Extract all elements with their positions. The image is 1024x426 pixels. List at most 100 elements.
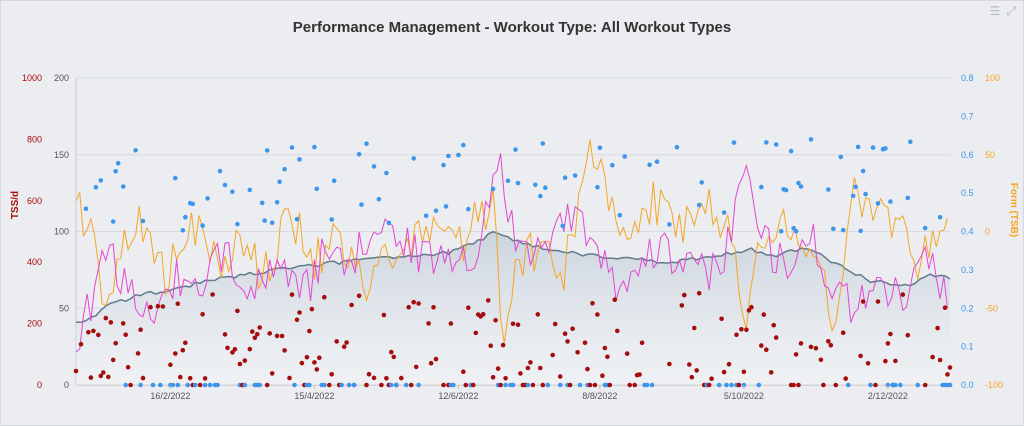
tss-point bbox=[317, 355, 322, 361]
tss-point bbox=[605, 354, 610, 360]
tss-point bbox=[493, 318, 498, 323]
tss-point bbox=[550, 352, 555, 358]
tss-point bbox=[706, 382, 712, 388]
if-point bbox=[798, 184, 804, 189]
if-point bbox=[937, 215, 943, 220]
if-point bbox=[667, 222, 672, 227]
tss-point bbox=[242, 358, 248, 363]
x-tick-label: 2/12/2022 bbox=[868, 391, 908, 401]
x-tick-label: 16/2/2022 bbox=[150, 391, 190, 401]
if-point bbox=[513, 147, 518, 152]
tss-point bbox=[264, 382, 270, 388]
tss-point bbox=[575, 350, 580, 355]
tss-point bbox=[873, 382, 878, 388]
tss-point bbox=[289, 292, 295, 297]
tss-point bbox=[759, 343, 764, 348]
if-point bbox=[729, 382, 734, 388]
tss-point bbox=[528, 360, 533, 365]
if-point bbox=[158, 382, 163, 388]
if-point bbox=[808, 137, 814, 142]
tss-point bbox=[595, 312, 600, 317]
tss-point bbox=[485, 298, 491, 303]
tss-point bbox=[840, 330, 846, 336]
tss-point bbox=[500, 342, 506, 348]
if-point bbox=[411, 156, 417, 161]
if-point bbox=[150, 382, 156, 388]
if-tick-label: 0.2 bbox=[961, 303, 974, 313]
if-point bbox=[731, 140, 737, 145]
tss-point bbox=[562, 331, 568, 337]
tss-point bbox=[768, 370, 774, 375]
if-tick-label: 0.5 bbox=[961, 188, 974, 198]
tss-point bbox=[798, 341, 804, 346]
tss-point bbox=[175, 301, 181, 307]
tss-point bbox=[322, 294, 327, 300]
if-point bbox=[259, 200, 265, 206]
tss-point bbox=[314, 367, 320, 372]
if-point bbox=[696, 202, 702, 208]
tss-point bbox=[408, 382, 414, 388]
if-point bbox=[289, 145, 295, 150]
tss-point bbox=[356, 293, 362, 299]
if-point bbox=[386, 220, 392, 226]
x-tick-label: 15/4/2022 bbox=[294, 391, 334, 401]
if-point bbox=[533, 182, 538, 188]
tss-point bbox=[865, 361, 871, 366]
tss-point bbox=[679, 303, 685, 308]
tss-point bbox=[237, 361, 243, 367]
tss-point bbox=[607, 382, 613, 388]
tss-point bbox=[411, 299, 417, 305]
tss-point bbox=[741, 369, 747, 375]
if-point bbox=[183, 214, 188, 220]
if-point bbox=[202, 382, 208, 388]
tss-point bbox=[413, 364, 419, 370]
tss-point bbox=[726, 361, 732, 367]
if-point bbox=[441, 162, 446, 168]
tss-point bbox=[565, 339, 570, 344]
if-point bbox=[339, 382, 345, 388]
if-point bbox=[297, 157, 302, 162]
if-point bbox=[282, 167, 287, 172]
if-point bbox=[207, 382, 213, 388]
if-point bbox=[826, 187, 831, 192]
tss-point bbox=[587, 382, 593, 388]
if-point bbox=[595, 184, 600, 190]
if-point bbox=[257, 382, 263, 388]
tss-point bbox=[135, 351, 141, 356]
tss-point bbox=[557, 374, 563, 379]
if-point bbox=[557, 382, 563, 388]
if-point bbox=[351, 382, 357, 388]
if-point bbox=[322, 382, 327, 388]
scatter-series bbox=[73, 137, 953, 388]
tss-point bbox=[875, 299, 881, 304]
tss-point bbox=[885, 341, 891, 346]
ctl-area-fill bbox=[76, 231, 950, 385]
tss-point bbox=[279, 333, 285, 339]
tss-point bbox=[888, 331, 893, 337]
if-point bbox=[175, 382, 181, 388]
x-tick-label: 5/10/2022 bbox=[724, 391, 764, 401]
expand-arrows-icon[interactable]: ⤢ bbox=[1006, 4, 1016, 18]
tss-point bbox=[761, 312, 767, 317]
tss-point bbox=[73, 368, 79, 374]
tss-point bbox=[510, 321, 516, 327]
if-point bbox=[647, 162, 652, 168]
if-point bbox=[868, 382, 873, 388]
tss-point bbox=[900, 292, 906, 297]
if-point bbox=[190, 201, 195, 207]
if-point bbox=[860, 168, 866, 174]
tss-point bbox=[448, 321, 454, 326]
tss-point bbox=[349, 302, 354, 308]
tss-point bbox=[108, 320, 114, 325]
tss-point bbox=[567, 382, 573, 388]
tsb-tick-label: -100 bbox=[985, 380, 1003, 390]
tss-point bbox=[585, 366, 590, 372]
if-point bbox=[329, 217, 335, 222]
if-point bbox=[274, 200, 280, 205]
tss-point bbox=[689, 374, 695, 380]
hamburger-menu-icon[interactable]: ☰ bbox=[989, 4, 1001, 18]
if-point bbox=[403, 382, 409, 388]
ctl-tick-label: 150 bbox=[54, 150, 69, 160]
ctl-area bbox=[76, 230, 951, 385]
tss-point bbox=[488, 343, 494, 349]
